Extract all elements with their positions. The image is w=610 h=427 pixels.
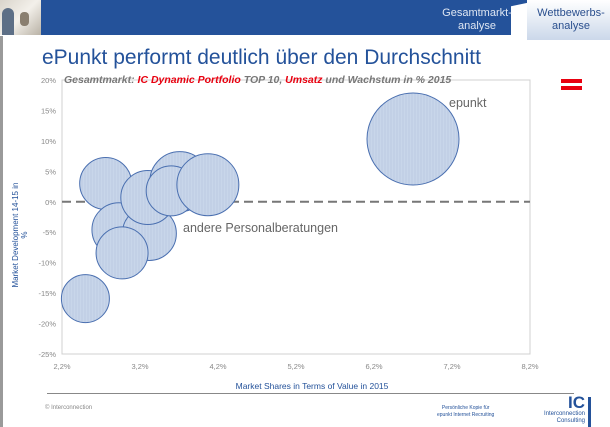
header-band bbox=[41, 0, 541, 35]
subtitle-highlight: IC Dynamic Portfolio bbox=[137, 74, 241, 86]
tab-wettbewerbsanalyse[interactable]: Wettbewerbs-analyse bbox=[535, 7, 607, 33]
austria-flag-icon bbox=[561, 79, 582, 93]
y-tick-label: 0% bbox=[45, 198, 56, 207]
header-photo bbox=[0, 0, 41, 35]
y-tick-label: -15% bbox=[38, 289, 56, 298]
tab-gesamtmarktanalyse[interactable]: Gesamtmarkt-analyse bbox=[442, 7, 512, 33]
interconnection-logo: IC Interconnection Consulting bbox=[519, 393, 591, 427]
x-axis-label: Market Shares in Terms of Value in 2015 bbox=[235, 381, 389, 391]
footer-divider bbox=[47, 393, 574, 394]
y-tick-label: 15% bbox=[41, 106, 56, 115]
bubble bbox=[176, 153, 240, 217]
logo-ic: IC bbox=[568, 393, 585, 412]
x-tick-label: 2,2% bbox=[53, 362, 70, 371]
left-border bbox=[0, 36, 3, 427]
x-tick-label: 3,2% bbox=[131, 362, 148, 371]
x-tick-label: 5,2% bbox=[287, 362, 304, 371]
subtitle-highlight: Umsatz bbox=[285, 74, 323, 86]
note-line: Persönliche Kopie für bbox=[441, 405, 490, 411]
bubble bbox=[60, 274, 110, 324]
y-tick-label: -25% bbox=[38, 350, 56, 359]
y-axis-label: Market Development 14-15 in % bbox=[11, 182, 29, 288]
y-tick-label: -20% bbox=[38, 320, 56, 329]
x-tick-label: 8,2% bbox=[521, 362, 538, 371]
page-title: ePunkt performt deutlich über den Durchs… bbox=[42, 46, 481, 69]
y-tick-label: 10% bbox=[41, 137, 56, 146]
tab-label: Wettbewerbs- bbox=[537, 7, 605, 19]
chart-subtitle: Gesamtmarkt: IC Dynamic Portfolio TOP 10… bbox=[64, 74, 451, 86]
annotation-other: andere Personalberatungen bbox=[183, 221, 338, 235]
subtitle-part: und Wachstum in % 2015 bbox=[322, 74, 452, 86]
tab-label: analyse bbox=[552, 20, 590, 32]
active-tab-background bbox=[527, 0, 610, 40]
tab-label: analyse bbox=[458, 20, 496, 32]
personal-copy-note: Persönliche Kopie für epunkt Internet Rec… bbox=[437, 405, 494, 419]
copyright: © Interconnection bbox=[45, 405, 93, 411]
y-tick-label: -10% bbox=[38, 259, 56, 268]
y-tick-label: 5% bbox=[45, 167, 56, 176]
logo-line: Interconnection bbox=[543, 411, 585, 417]
x-tick-label: 7,2% bbox=[443, 362, 460, 371]
tab-label: Gesamtmarkt- bbox=[442, 7, 512, 19]
y-tick-label: -5% bbox=[43, 228, 57, 237]
subtitle-part: TOP 10, bbox=[240, 74, 286, 86]
logo-line: Consulting bbox=[556, 418, 585, 424]
bubble bbox=[95, 226, 149, 280]
annotation-epunkt: epunkt bbox=[449, 96, 487, 110]
bubble-epunkt bbox=[366, 92, 460, 186]
x-tick-label: 6,2% bbox=[365, 362, 382, 371]
subtitle-part: Gesamtmarkt: bbox=[64, 74, 138, 86]
y-tick-label: 20% bbox=[41, 76, 56, 85]
x-tick-label: 4,2% bbox=[209, 362, 226, 371]
note-line: epunkt Internet Recruiting bbox=[437, 412, 495, 418]
plot-area bbox=[61, 79, 531, 355]
